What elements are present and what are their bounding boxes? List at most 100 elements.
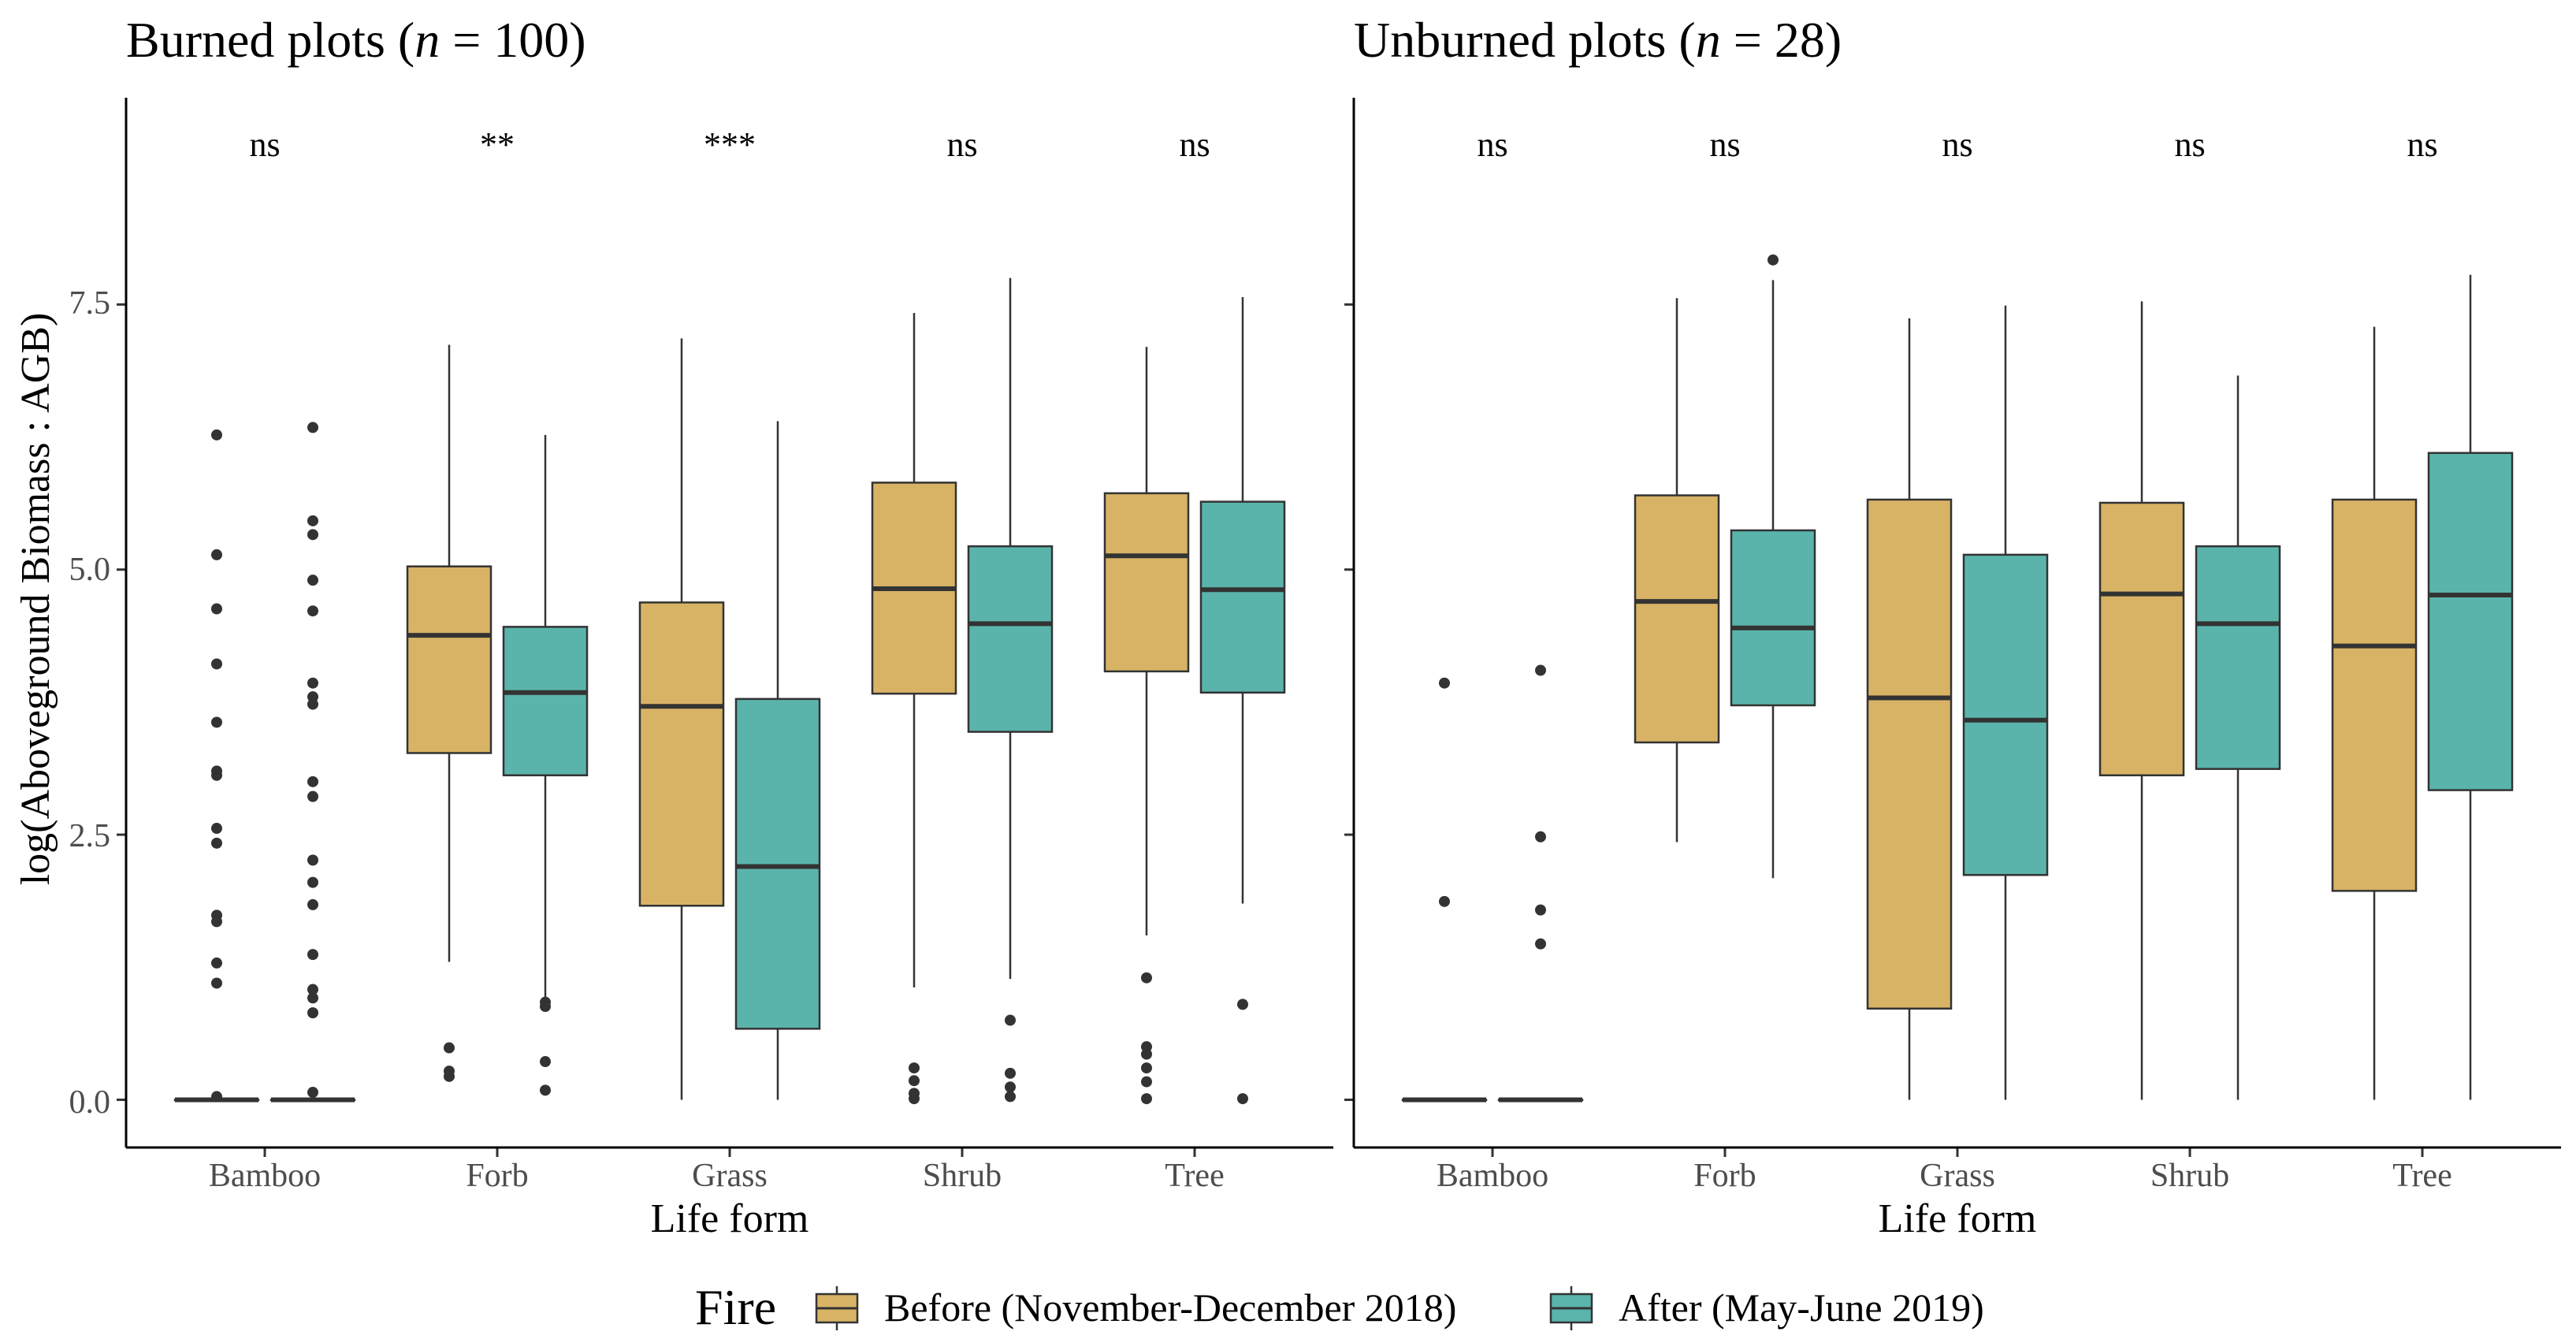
significance-label: ns (2174, 125, 2205, 164)
outlier-point-after-bamboo (307, 605, 318, 617)
significance-label: ** (480, 125, 515, 164)
y-tick-label: 5.0 (69, 552, 111, 588)
outlier-point-before-bamboo (211, 769, 222, 781)
outlier-point-after-bamboo (307, 422, 318, 433)
x-tick-label: Tree (2392, 1158, 2451, 1194)
axes (125, 98, 2561, 1149)
outlier-point-after-forb (540, 1084, 551, 1096)
significance-label: ns (1942, 125, 1972, 164)
outlier-point-after-bamboo (307, 1007, 318, 1019)
x-tick-label: Shrub (2150, 1158, 2229, 1194)
outlier-point-before-bamboo (211, 429, 222, 441)
box-before-tree (1103, 492, 1190, 673)
outlier-point-before-tree (1141, 1048, 1152, 1060)
outlier-point-before-bamboo (211, 837, 222, 849)
x-axis-title-unburned: Life form (1879, 1196, 2037, 1241)
outlier-point-after-forb (540, 1056, 551, 1068)
outlier-point-after-bamboo (1535, 831, 1546, 842)
significance-labels-unburned: ns ns ns ns ns (1477, 125, 2437, 164)
box-after-tree (2427, 452, 2514, 791)
outlier-point-before-bamboo (211, 603, 222, 615)
box-before-forb (1634, 494, 1720, 744)
x-tick-label: Forb (1693, 1158, 1756, 1194)
outlier-point-after-bamboo (307, 984, 318, 995)
box-after-grass (734, 697, 821, 1030)
box-after-shrub (2195, 545, 2281, 770)
outlier-point-after-shrub (1005, 1091, 1016, 1103)
x-tick-label: Grass (1920, 1158, 1995, 1194)
outlier-point-after-bamboo (307, 790, 318, 802)
outlier-point-after-tree (1237, 1093, 1248, 1105)
panel-title-unburned: Unburned plots (n = 28) (1354, 12, 1842, 68)
y-tick-label: 0.0 (69, 1084, 111, 1121)
outlier-point-before-shrub (909, 1075, 920, 1087)
outlier-point-after-bamboo (307, 854, 318, 866)
outlier-point-after-bamboo (307, 575, 318, 586)
legend-key-before (815, 1286, 859, 1330)
y-axis-title: log(Aboveground Biomass : AGB) (13, 313, 58, 886)
legend: Fire Before (November-December 2018) Aft… (695, 1279, 1984, 1335)
x-tick-labels-burned: Bamboo Forb Grass Shrub Tree (209, 1158, 1225, 1194)
outlier-point-before-shrub (909, 1093, 920, 1105)
outlier-point-after-shrub (1005, 1014, 1016, 1026)
outlier-point-after-bamboo (307, 1087, 318, 1099)
outlier-point-after-bamboo (307, 898, 318, 910)
outlier-point-after-shrub (1005, 1067, 1016, 1079)
box-after-shrub (967, 545, 1054, 733)
outlier-point-after-forb (540, 1001, 551, 1013)
outlier-point-before-tree (1141, 1076, 1152, 1088)
x-tick-label: Grass (692, 1158, 768, 1194)
box-after-grass (1962, 553, 2049, 876)
outlier-point-after-bamboo (307, 992, 318, 1004)
box-before-tree (2331, 498, 2418, 892)
x-axis-title-burned: Life form (651, 1196, 809, 1241)
outlier-point-before-tree (1141, 1093, 1152, 1105)
outlier-point-after-forb (1768, 254, 1779, 266)
legend-label-after: After (May-June 2019) (1619, 1285, 1984, 1330)
outlier-point-before-forb (444, 1042, 455, 1054)
panel-title-burned: Burned plots (n = 100) (126, 12, 586, 68)
x-tick-label: Forb (466, 1158, 528, 1194)
outlier-point-before-bamboo (211, 823, 222, 835)
significance-labels-burned: ns ** *** ns ns (249, 125, 1210, 164)
significance-label: ns (1477, 125, 1507, 164)
outlier-point-after-bamboo (307, 529, 318, 541)
outlier-point-before-forb (444, 1070, 455, 1082)
outlier-point-after-bamboo (1535, 904, 1546, 916)
outlier-point-before-bamboo (211, 549, 222, 560)
x-tick-label: Tree (1165, 1158, 1224, 1194)
outlier-point-before-bamboo (211, 977, 222, 989)
outlier-point-before-tree (1141, 1062, 1152, 1074)
x-tick-label: Bamboo (1437, 1158, 1548, 1194)
y-tick-label: 2.5 (69, 818, 111, 854)
outlier-point-before-shrub (909, 1062, 920, 1074)
box-before-grass (1866, 498, 1953, 1010)
legend-label-before: Before (November-December 2018) (884, 1285, 1456, 1330)
outlier-point-after-bamboo (307, 876, 318, 888)
box-before-forb (406, 565, 493, 754)
outlier-point-before-bamboo (1439, 677, 1450, 689)
outlier-point-after-shrub (1005, 1081, 1016, 1093)
significance-label: ns (249, 125, 280, 164)
plot-layer (117, 254, 2514, 1157)
box-after-tree (1199, 500, 1286, 694)
outlier-point-before-bamboo (211, 716, 222, 728)
significance-label: ns (1709, 125, 1740, 164)
box-after-forb (502, 626, 589, 776)
significance-label: *** (704, 125, 756, 164)
outlier-point-after-bamboo (1535, 664, 1546, 676)
outlier-point-before-bamboo (211, 1091, 222, 1103)
x-tick-labels-unburned: Bamboo Forb Grass Shrub Tree (1437, 1158, 2452, 1194)
outlier-point-after-bamboo (307, 677, 318, 689)
significance-label: ns (1179, 125, 1210, 164)
outlier-point-after-bamboo (307, 515, 318, 526)
legend-title: Fire (695, 1279, 776, 1335)
outlier-point-before-bamboo (1439, 895, 1450, 907)
box-after-forb (1730, 529, 1816, 707)
outlier-point-after-tree (1237, 999, 1248, 1010)
box-before-shrub (2098, 501, 2185, 776)
outlier-point-before-bamboo (211, 957, 222, 969)
legend-key-after (1549, 1286, 1593, 1330)
outlier-point-after-bamboo (1535, 938, 1546, 950)
